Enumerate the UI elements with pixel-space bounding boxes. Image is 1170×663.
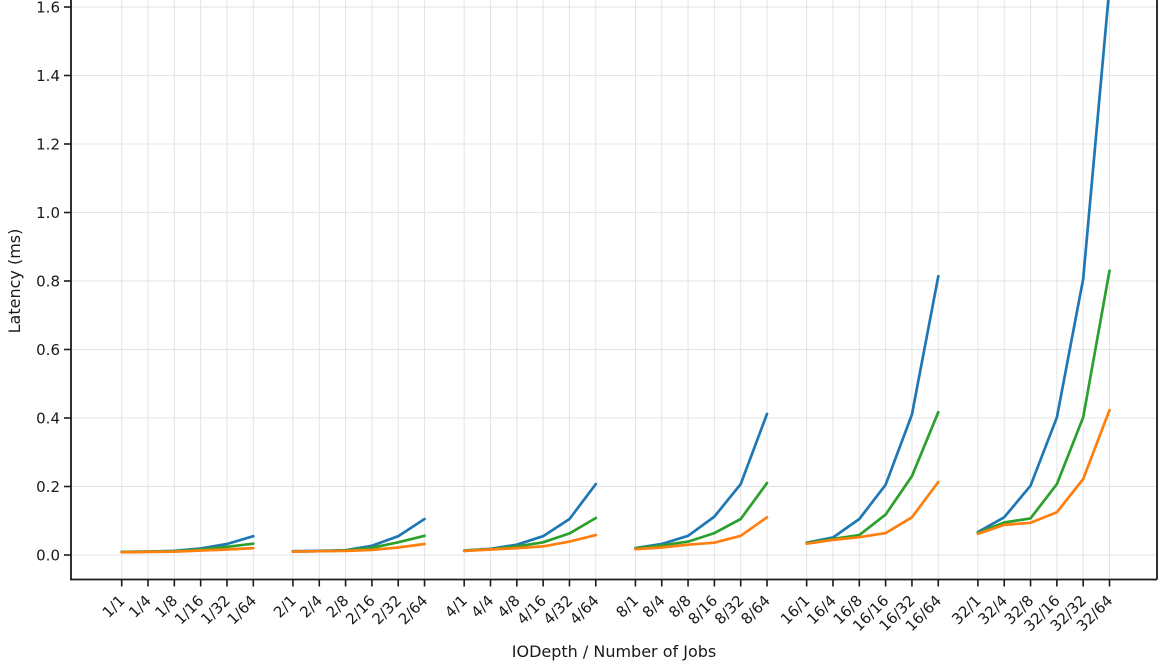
x-tick-label: 2/1 — [270, 592, 300, 622]
y-tick-label: 0.8 — [36, 273, 60, 291]
series-blue-line — [805, 274, 940, 545]
series-orange-line — [805, 480, 940, 546]
x-tick-label: 1/1 — [99, 592, 129, 622]
series-blue-line — [976, 0, 1110, 534]
series-layer — [120, 0, 1111, 554]
series-orange-line — [120, 546, 255, 554]
x-tick-label: 2/64 — [395, 592, 432, 629]
y-tick-label: 0.0 — [36, 547, 60, 565]
y-tick-label: 1.2 — [36, 136, 60, 154]
series-green-line — [976, 269, 1111, 535]
axes-layer — [64, 0, 1158, 587]
grid-layer — [71, 0, 1157, 580]
y-tick-label: 1.0 — [36, 204, 60, 222]
x-tick-label: 4/64 — [566, 592, 603, 629]
y-tick-label: 0.4 — [36, 410, 60, 428]
y-tick-label: 0.2 — [36, 478, 60, 496]
y-tick-label: 1.4 — [36, 67, 60, 85]
x-tick-label: 8/4 — [639, 592, 669, 622]
x-tick-label: 4/1 — [441, 592, 471, 622]
series-orange-line — [462, 533, 598, 553]
x-tick-label: 1/64 — [224, 592, 261, 629]
x-axis-label: IODepth / Number of Jobs — [512, 642, 716, 661]
series-orange-line — [976, 408, 1111, 536]
y-axis-label: Latency (ms) — [5, 229, 24, 334]
series-green-line — [634, 481, 769, 550]
series-orange-line — [634, 515, 769, 551]
x-tick-label: 1/4 — [125, 592, 155, 622]
y-tick-label: 0.6 — [36, 341, 60, 359]
series-blue-line — [634, 412, 769, 550]
series-orange-line — [291, 542, 426, 553]
x-tick-label: 4/4 — [468, 592, 498, 622]
series-green-line — [805, 410, 940, 545]
y-tick-label: 1.6 — [36, 0, 60, 17]
x-tick-label: 2/4 — [296, 592, 326, 622]
x-tick-label: 8/1 — [612, 592, 642, 622]
x-tick-label: 8/64 — [737, 592, 774, 629]
